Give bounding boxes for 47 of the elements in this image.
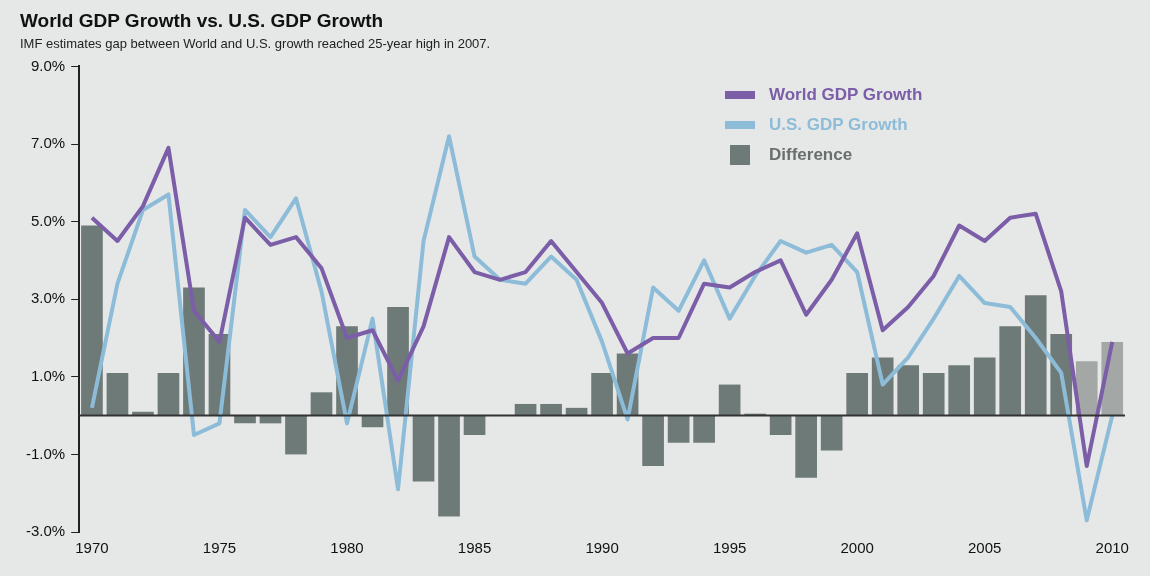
bar (693, 415, 715, 443)
legend-label: U.S. GDP Growth (769, 115, 908, 135)
x-tick-label: 1985 (457, 539, 492, 557)
bar (999, 326, 1022, 416)
bar (514, 403, 537, 416)
x-tick-label: 2010 (1095, 539, 1129, 557)
bar (846, 372, 869, 416)
legend-label: Difference (769, 145, 853, 165)
bar (438, 415, 460, 517)
bar (463, 415, 486, 435)
bar (591, 372, 613, 416)
bar (310, 392, 333, 416)
bar (820, 415, 843, 451)
bar (769, 415, 792, 435)
bar (973, 357, 996, 416)
x-tick-label: 1980 (330, 539, 364, 557)
bar (795, 415, 817, 478)
y-tick-label: 5.0% (30, 211, 66, 229)
bar (157, 372, 180, 416)
y-tick-label: 1.0% (30, 366, 66, 384)
bar (1075, 361, 1098, 416)
bar (718, 384, 741, 416)
bar (106, 372, 129, 416)
chart-title: World GDP Growth vs. U.S. GDP Growth (20, 9, 384, 31)
y-tick-label: 7.0% (30, 134, 66, 152)
y-tick-label: 3.0% (30, 289, 66, 307)
x-tick-label: 1970 (75, 539, 109, 557)
bar (412, 415, 435, 482)
bar (922, 372, 945, 416)
bar (642, 415, 664, 467)
y-tick-label: -1.0% (26, 444, 66, 462)
bar (667, 415, 690, 443)
x-tick-label: 2005 (968, 539, 1002, 557)
x-tick-label: 1995 (712, 539, 747, 557)
x-tick-label: 2000 (840, 539, 874, 557)
x-tick-label: 1990 (585, 539, 619, 557)
chart-subtitle: IMF estimates gap between World and U.S. growth reached 25-year high in 2007. (20, 36, 491, 52)
bar (540, 403, 562, 416)
y-tick-label: 9.0% (30, 56, 66, 74)
bar (948, 365, 971, 416)
legend-label: World GDP Growth (769, 85, 923, 105)
bar (897, 365, 920, 416)
bar (1024, 295, 1047, 416)
bar (81, 225, 103, 416)
x-tick-label: 1975 (202, 539, 237, 557)
y-tick-label: -3.0% (26, 522, 66, 540)
bar (285, 415, 307, 455)
